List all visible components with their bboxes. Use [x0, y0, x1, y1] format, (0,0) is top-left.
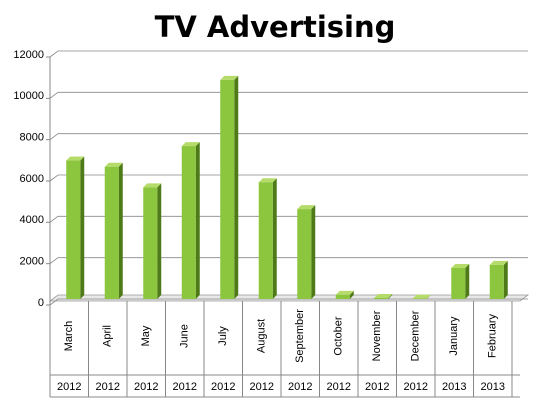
x-tick-label: July	[217, 326, 229, 346]
x-tick-label: February	[487, 313, 499, 358]
x-tick-label: October	[333, 316, 345, 355]
x-tick-label: March	[63, 321, 75, 352]
y-tick-label: 12000	[13, 49, 44, 61]
x-group-label: 2012	[57, 381, 81, 393]
bar	[66, 156, 85, 299]
chart-title: TV Advertising	[155, 10, 396, 44]
y-tick-label: 8000	[20, 132, 44, 144]
x-group-label: 2012	[173, 381, 197, 393]
bar	[258, 178, 277, 299]
bar	[181, 142, 200, 299]
x-group-label: 2012	[250, 381, 274, 393]
x-group-label: 2012	[327, 381, 351, 393]
grid-line	[49, 91, 528, 99]
grid-line	[49, 50, 528, 58]
bar	[143, 183, 162, 299]
x-group-label: 2012	[211, 381, 235, 393]
x-tick-label: May	[140, 325, 152, 346]
bar	[374, 293, 393, 299]
floor	[48, 294, 530, 302]
x-group-label: 2012	[134, 381, 158, 393]
bar	[104, 162, 123, 299]
x-group-label: 2012	[96, 381, 120, 393]
x-tick-label: April	[102, 325, 114, 347]
grid-line	[49, 298, 528, 306]
x-tick-label: September	[294, 309, 306, 363]
x-tick-label: June	[179, 324, 191, 348]
x-group-label: 2012	[404, 381, 428, 393]
bar	[297, 205, 316, 299]
x-group-label: 2012	[365, 381, 389, 393]
x-group-label: 2013	[442, 381, 466, 393]
x-tick-label: November	[371, 310, 383, 361]
x-group-label: 2013	[481, 381, 505, 393]
y-tick-label: 10000	[13, 90, 44, 102]
y-tick-label: 0	[38, 297, 44, 309]
grid-line	[49, 133, 528, 140]
x-tick-label: August	[256, 319, 268, 353]
bar	[335, 290, 354, 299]
grid-line	[49, 257, 528, 264]
grid-line	[49, 174, 528, 182]
bar	[412, 294, 431, 299]
y-tick-label: 2000	[20, 256, 44, 268]
bar	[489, 260, 508, 299]
x-tick-label: December	[410, 310, 422, 361]
x-tick-label: January	[448, 316, 460, 356]
y-tick-label: 6000	[20, 173, 44, 185]
grid-line	[49, 215, 528, 223]
x-group-label: 2012	[288, 381, 312, 393]
bar	[451, 264, 470, 299]
bar	[220, 75, 239, 299]
y-tick-label: 4000	[20, 214, 44, 226]
